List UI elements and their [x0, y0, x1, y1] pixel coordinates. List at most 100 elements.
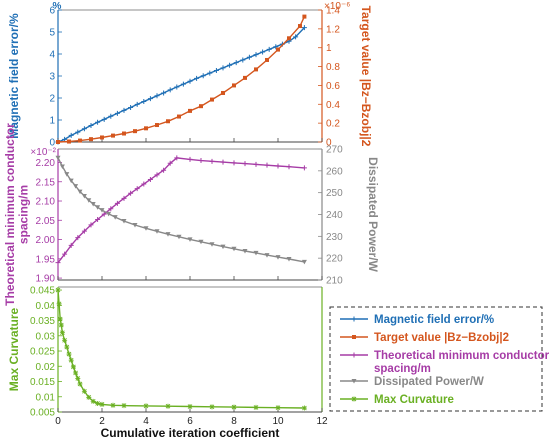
series-marker [81, 388, 87, 394]
series-marker [260, 49, 266, 55]
series-marker [114, 200, 120, 206]
series-marker [220, 244, 226, 250]
series-marker [73, 184, 79, 189]
series-marker [78, 138, 82, 143]
y-tick-label: 0.04 [36, 301, 56, 312]
series-marker [77, 189, 83, 195]
series-marker [161, 90, 167, 96]
series-marker [66, 351, 72, 357]
series-marker [75, 235, 81, 241]
series-marker [302, 14, 307, 19]
series-marker [132, 222, 138, 228]
legend-label: Dissipated Power/W [374, 376, 484, 388]
series-marker [286, 257, 292, 262]
series-marker [154, 229, 160, 234]
legend-label: Theoretical minimum conductor spacing/m [374, 350, 550, 375]
series-marker [75, 129, 81, 135]
y-tick-label: 0.02 [36, 362, 56, 373]
series-marker [112, 215, 118, 220]
series-marker [56, 301, 62, 307]
legend: Magnetic field error/% Target value |Bz−B… [329, 306, 550, 412]
series-marker [246, 54, 252, 60]
series-marker [187, 78, 193, 84]
y-tick-label: 2.15 [36, 177, 56, 188]
series-marker [86, 198, 92, 203]
series-line-0 [57, 289, 305, 409]
series-marker [232, 83, 236, 88]
series-marker [254, 67, 258, 72]
series-marker [301, 259, 307, 265]
y-tick-label: 3 [49, 72, 55, 83]
legend-label: Target value |Bz−Bzobj|2 [374, 332, 509, 344]
series-marker [273, 44, 279, 50]
series-marker [68, 132, 74, 138]
series-marker [99, 401, 105, 407]
series-marker [122, 131, 126, 136]
series-marker [59, 164, 65, 169]
series-marker [75, 375, 81, 381]
y2-tick-label: 1.2 [326, 24, 340, 35]
series-marker [209, 158, 215, 164]
series-marker [220, 159, 226, 165]
series-marker [298, 24, 302, 29]
y-axis-label: Theoretical minimum conductorspacing/m [3, 123, 31, 306]
series-marker [57, 316, 63, 322]
series-marker [233, 60, 239, 66]
series-marker [95, 119, 101, 125]
series-marker [90, 202, 96, 207]
series-marker [134, 101, 140, 107]
series-line-0 [57, 27, 305, 143]
series-marker [167, 160, 173, 166]
series-marker [111, 133, 115, 138]
series-marker [147, 96, 153, 102]
y-tick-label: 2.10 [36, 197, 56, 208]
legend-label: Max Curvature [374, 394, 454, 406]
legend-box [329, 306, 543, 412]
series-marker [143, 226, 149, 231]
series-marker [253, 250, 259, 256]
series-marker [198, 158, 204, 164]
series-marker [165, 232, 171, 237]
series-marker [114, 110, 120, 116]
series-marker [110, 402, 116, 408]
y2-tick-label: 0 [326, 138, 332, 149]
series-marker [293, 34, 299, 40]
y-tick-label: 2.00 [36, 235, 56, 246]
series-marker [161, 167, 167, 173]
series-marker [220, 65, 226, 71]
y2-tick-label: 270 [326, 145, 343, 156]
series-marker [155, 123, 159, 128]
y-tick-label: 2.05 [36, 216, 56, 227]
series-marker [144, 126, 148, 131]
series-marker [95, 205, 101, 210]
series-marker [187, 404, 193, 410]
middle-panel: 1.90 1.95 2.00 2.05 2.10 2.15 2.20 210 220 230 240… [3, 123, 380, 306]
y-tick-label: 1.90 [36, 274, 56, 285]
series-marker [81, 228, 87, 234]
series-marker [106, 211, 112, 217]
y2-tick-label: 1.4 [326, 6, 340, 17]
series-marker [210, 97, 214, 102]
y-tick-label: 4 [49, 50, 55, 61]
series-marker [95, 400, 101, 406]
series-marker [55, 287, 61, 293]
x-tick-label: 10 [272, 416, 284, 427]
series-marker [227, 62, 233, 68]
series-marker [73, 370, 79, 376]
series-marker [275, 255, 281, 260]
series-marker [95, 217, 101, 223]
series-marker [121, 403, 127, 409]
series-marker [351, 352, 357, 358]
y-tick-label: 0.03 [36, 331, 56, 342]
series-marker [62, 251, 68, 257]
series-marker [56, 140, 60, 144]
series-marker [154, 172, 160, 178]
series-marker [64, 172, 70, 177]
series-marker [81, 193, 87, 199]
series-marker [240, 57, 246, 63]
series-marker [275, 405, 281, 411]
x-tick-label: 12 [316, 416, 328, 427]
series-marker [198, 239, 204, 245]
series-marker [100, 135, 104, 140]
x-tick-label: 6 [187, 416, 193, 427]
